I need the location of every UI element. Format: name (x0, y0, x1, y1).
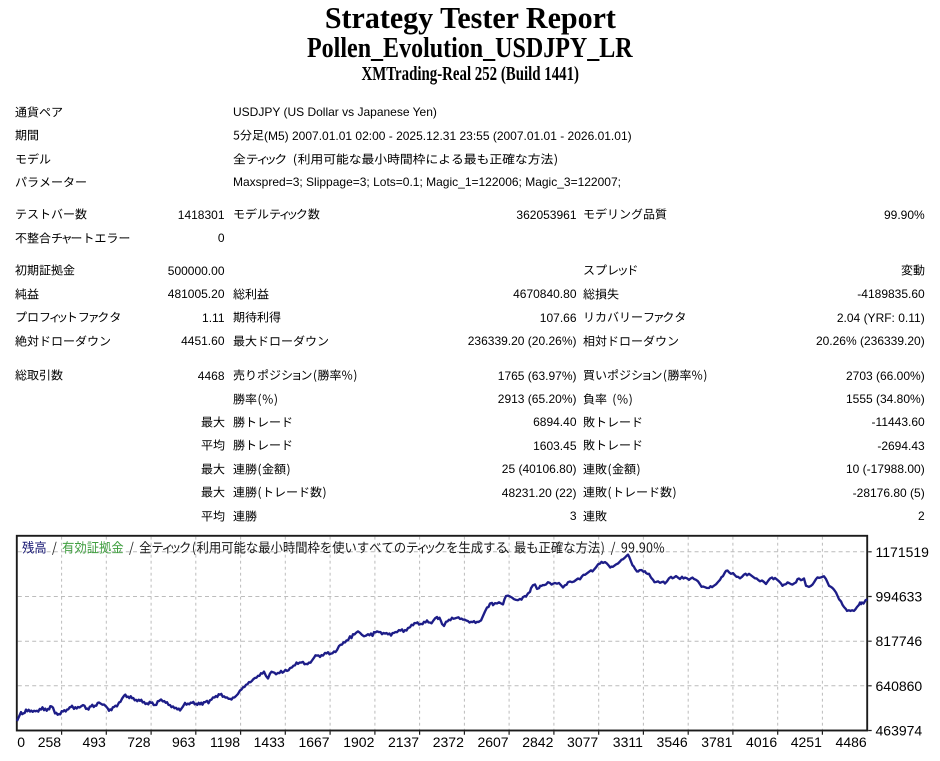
svg-text:3311: 3311 (613, 734, 643, 750)
svg-text:1667: 1667 (298, 734, 329, 750)
svg-text:4486: 4486 (836, 734, 867, 750)
svg-text:463974: 463974 (876, 723, 923, 739)
svg-text:1902: 1902 (343, 734, 374, 750)
svg-text:640860: 640860 (876, 678, 923, 694)
svg-text:817746: 817746 (876, 633, 923, 649)
svg-text:2137: 2137 (388, 734, 419, 750)
svg-text:1198: 1198 (210, 734, 240, 750)
svg-text:2372: 2372 (433, 734, 464, 750)
svg-text:994633: 994633 (876, 589, 923, 605)
svg-text:2607: 2607 (477, 734, 508, 750)
svg-text:728: 728 (127, 734, 151, 750)
svg-text:493: 493 (82, 734, 106, 750)
svg-text:1433: 1433 (254, 734, 285, 750)
svg-text:2842: 2842 (522, 734, 553, 750)
svg-text:4251: 4251 (791, 734, 822, 750)
svg-text:3546: 3546 (657, 734, 688, 750)
svg-text:963: 963 (172, 734, 196, 750)
svg-text:258: 258 (38, 734, 62, 750)
svg-text:4016: 4016 (746, 734, 777, 750)
svg-text:3077: 3077 (567, 734, 598, 750)
svg-text:0: 0 (17, 734, 25, 750)
svg-text:1171519: 1171519 (876, 544, 930, 560)
svg-text:3781: 3781 (701, 734, 732, 750)
